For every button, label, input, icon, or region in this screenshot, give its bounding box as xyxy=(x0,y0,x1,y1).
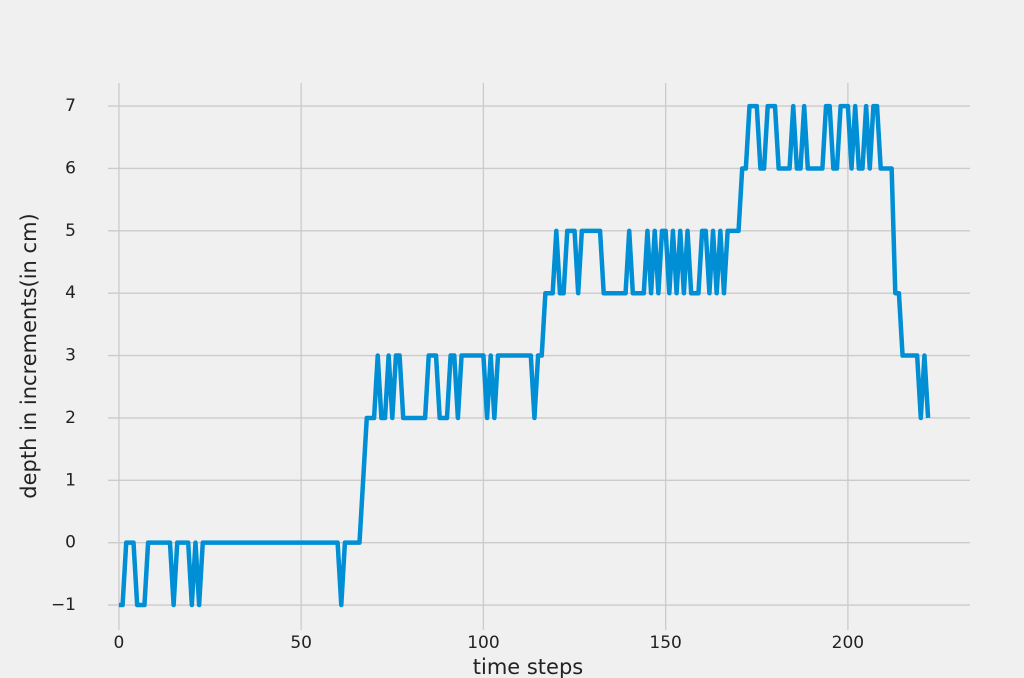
y-tick-label: 2 xyxy=(65,408,76,428)
y-tick-label: 5 xyxy=(65,221,76,241)
y-tick-label: 0 xyxy=(65,533,76,553)
x-tick-label: 0 xyxy=(114,633,125,653)
x-tick-label: 100 xyxy=(467,633,499,653)
x-tick-label: 150 xyxy=(649,633,681,653)
y-axis-label: depth in increments(in cm) xyxy=(17,213,41,498)
y-tick-label: 4 xyxy=(65,283,76,303)
data-line xyxy=(118,103,931,608)
y-tick-label: 7 xyxy=(65,96,76,116)
x-axis-label: time steps xyxy=(473,655,584,678)
y-tick-label: 1 xyxy=(65,470,76,490)
x-tick-label: 50 xyxy=(290,633,312,653)
y-tick-label: 3 xyxy=(65,346,76,366)
y-tick-label: −1 xyxy=(51,595,76,615)
y-tick-label: 6 xyxy=(65,158,76,178)
x-tick-label: 200 xyxy=(832,633,864,653)
